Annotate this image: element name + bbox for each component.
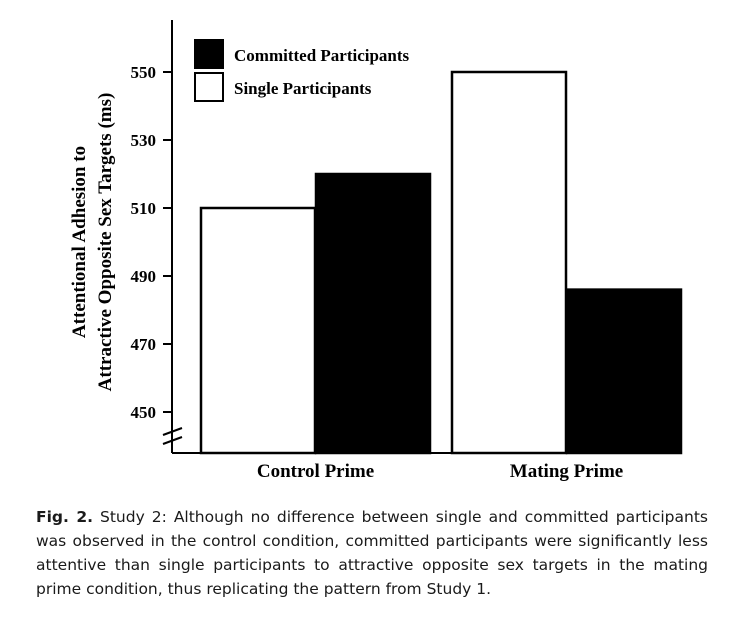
figure-caption: Fig. 2. Study 2: Although no difference … <box>36 505 708 601</box>
figure-caption-text: Study 2: Although no difference between … <box>36 508 708 598</box>
x-tick-label-control-prime: Control Prime <box>257 461 374 482</box>
y-tick-label-550: 550 <box>131 63 157 82</box>
y-axis-title-line-1: Attentional Adhesion to <box>69 146 90 338</box>
y-tick-label-490: 490 <box>131 267 157 286</box>
figure-caption-label: Fig. 2. <box>36 508 94 526</box>
bar-control-prime-committed-participants <box>314 172 432 455</box>
bar-control-prime-single-participants <box>199 206 317 455</box>
x-tick-label-mating-prime: Mating Prime <box>510 461 623 482</box>
y-tick-label-510: 510 <box>131 199 157 218</box>
axis-break-mark-lower <box>162 436 183 445</box>
legend-label-committed-participants: Committed Participants <box>234 46 410 65</box>
legend-swatch-single-participants <box>194 72 224 102</box>
axis-break-mark-upper <box>162 427 183 436</box>
bar-chart: Attentional Adhesion to Attractive Oppos… <box>69 20 683 482</box>
legend-swatch-committed-participants <box>194 39 224 69</box>
bar-mating-prime-single-participants <box>450 70 568 455</box>
y-axis-title-line-2: Attractive Opposite Sex Targets (ms) <box>95 93 116 392</box>
y-axis-title: Attentional Adhesion to Attractive Oppos… <box>69 93 116 392</box>
y-tick-label-470: 470 <box>131 335 157 354</box>
y-tick-label-450: 450 <box>131 403 157 422</box>
legend-label-single-participants: Single Participants <box>234 79 372 98</box>
y-tick-label-530: 530 <box>131 131 157 150</box>
plot-area: Control Prime Mating Prime 450 470 490 510 530… <box>131 20 683 482</box>
bar-mating-prime-committed-participants <box>565 288 683 455</box>
